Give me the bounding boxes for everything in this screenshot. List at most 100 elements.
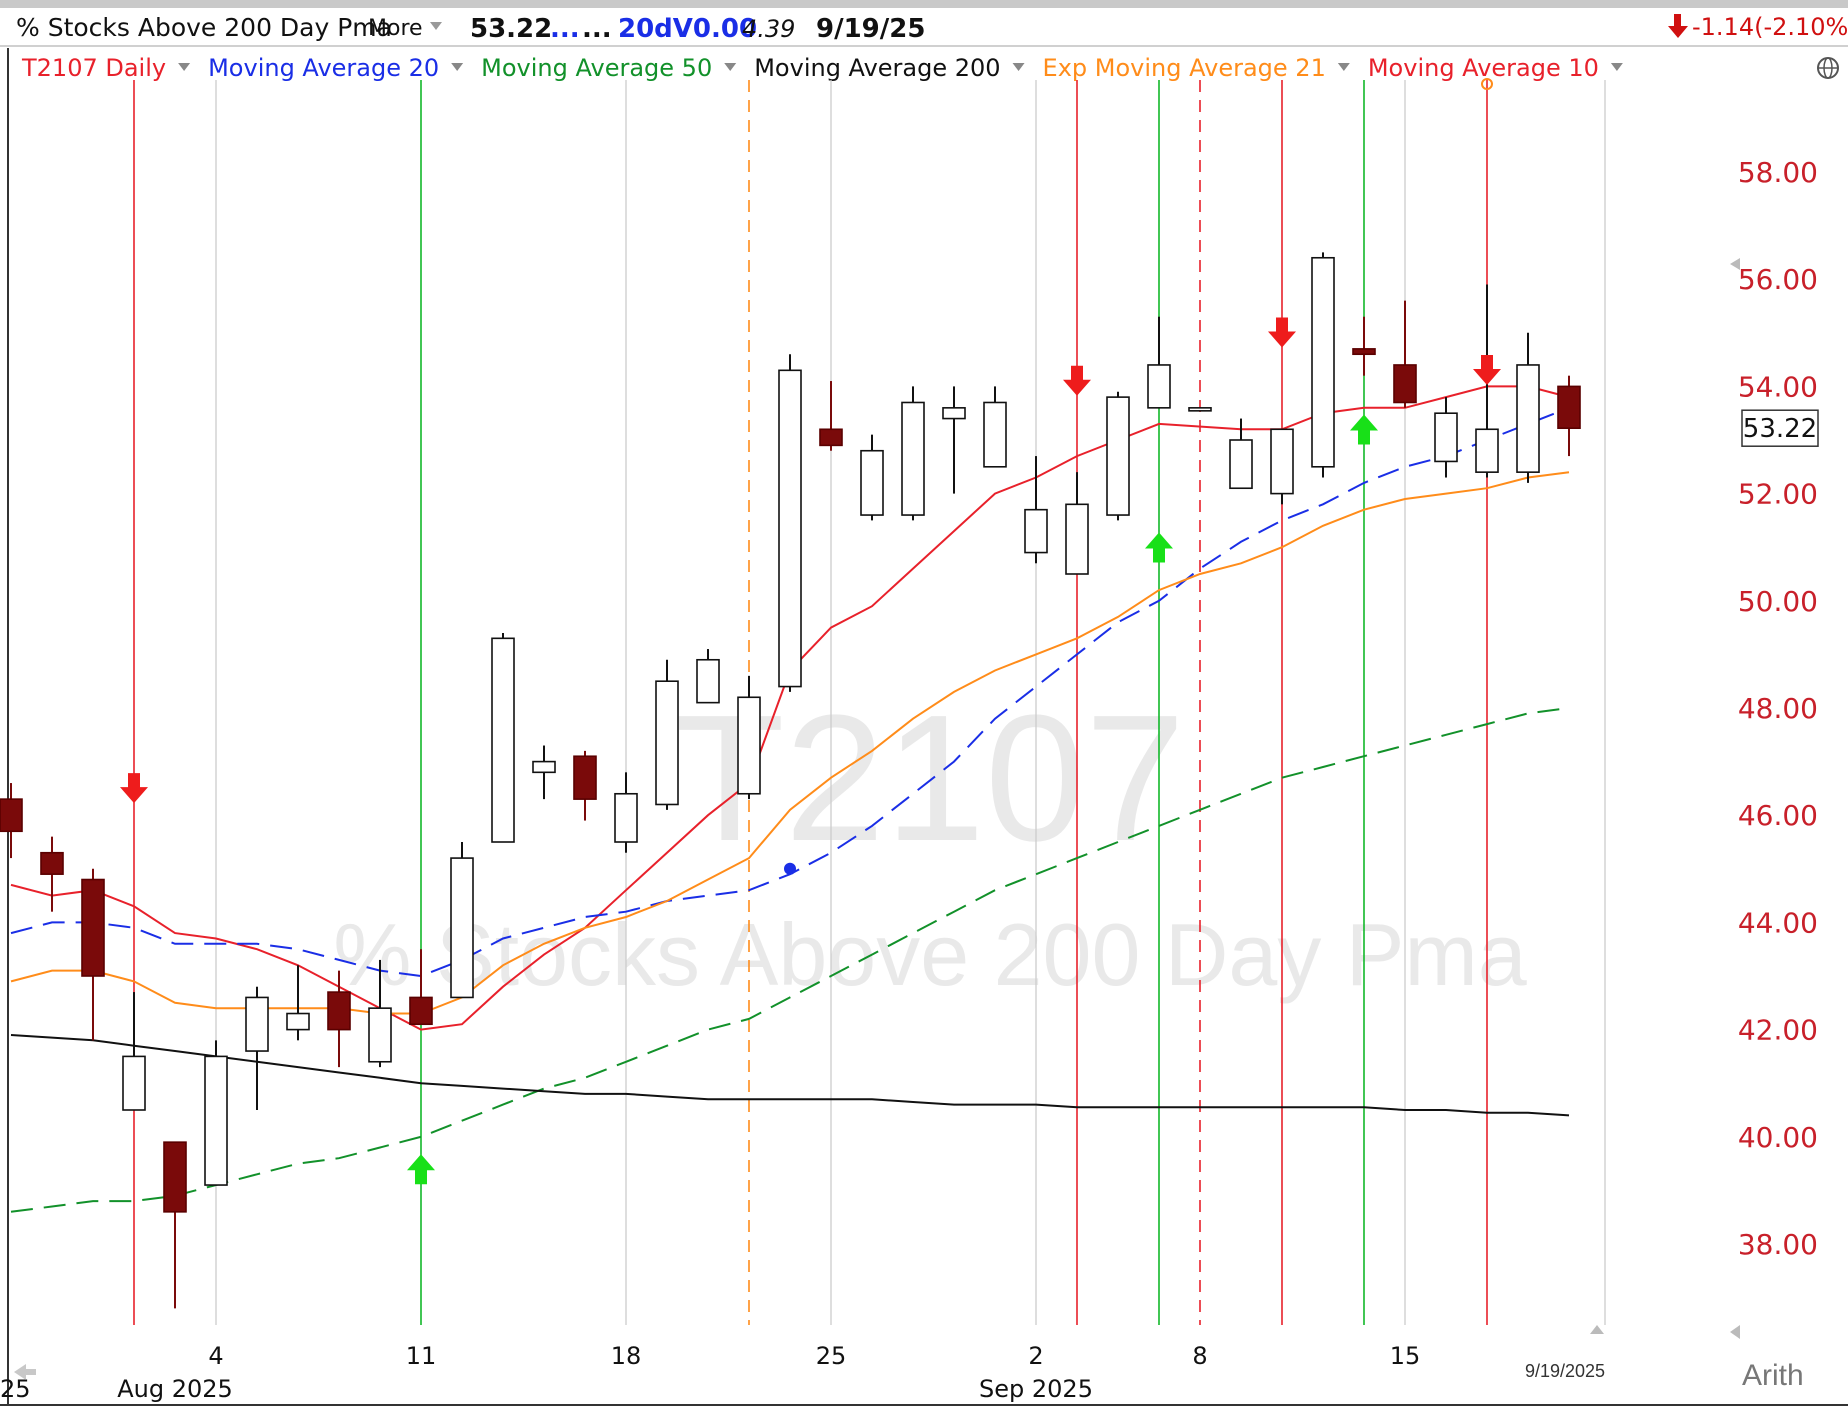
y-tick-label: 58.00: [1738, 156, 1818, 189]
orange-marker-circle: [1481, 78, 1493, 90]
legend-item-1[interactable]: Moving Average 20: [208, 54, 439, 82]
candle-body: [1516, 364, 1540, 473]
watermark-name: % Stocks Above 200 Day Pma: [333, 905, 1527, 1004]
candle-body: [122, 1055, 146, 1111]
window-top-edge: [0, 0, 1848, 8]
y-tick-label: 46.00: [1738, 799, 1818, 832]
y-tick-label: 50.00: [1738, 585, 1818, 618]
candle-body: [450, 857, 474, 999]
x-month-label: Aug 2025: [117, 1375, 233, 1403]
time-axis: 4 11 18 25 2 8 15 Aug 2025 Sep 2025 25: [0, 1342, 1420, 1403]
candle-body: [942, 407, 966, 420]
legend-dropdown-icon[interactable]: [451, 63, 464, 71]
header-background: [0, 8, 1848, 46]
globe-icon[interactable]: [1817, 57, 1839, 79]
y-tick-label: 54.00: [1738, 370, 1818, 403]
candle-body: [1434, 412, 1458, 463]
candle-body: [1270, 428, 1294, 495]
more-menu[interactable]: More: [368, 16, 423, 41]
axis-scroll-up-icon[interactable]: [1590, 1325, 1604, 1334]
scale-mode-label[interactable]: Arith: [1742, 1359, 1804, 1392]
ma-line-3: [10, 707, 1570, 1213]
legend-dropdown-icon[interactable]: [724, 63, 737, 71]
x-tick-label: 8: [1192, 1342, 1207, 1370]
y-tick-label: 52.00: [1738, 478, 1818, 511]
candle-body: [901, 401, 925, 516]
candle-body: [1352, 348, 1376, 356]
candle-body: [778, 369, 802, 688]
sell-arrow-icon: [1063, 365, 1091, 396]
x-tick-label: 25: [816, 1342, 847, 1370]
candle-body: [1311, 256, 1335, 468]
header-ellipsis-1: ...: [550, 14, 580, 44]
sell-arrow-icon: [1268, 317, 1296, 348]
legend-item-3[interactable]: Moving Average 200: [754, 54, 1000, 82]
sell-arrow-icon: [1473, 355, 1501, 386]
chart-title: % Stocks Above 200 Day Pma: [16, 13, 392, 42]
last-price-label: 53.22: [1743, 414, 1817, 444]
legend-item-0[interactable]: T2107 Daily: [21, 54, 166, 82]
candle-body: [204, 1055, 228, 1186]
ma-marker-dot: [784, 862, 796, 875]
ma-line-2: [10, 471, 1570, 1015]
candlesticks: [0, 252, 1581, 1309]
sell-arrow-icon: [120, 773, 148, 804]
axis-scroll-left-icon[interactable]: [1730, 258, 1740, 270]
swap-arrows-icon[interactable]: [14, 1364, 36, 1380]
extra-readout: 4.39: [742, 15, 795, 43]
candle-body: [163, 1141, 187, 1213]
legend-item-2[interactable]: Moving Average 50: [481, 54, 712, 82]
change-down-arrow-icon: [1668, 14, 1688, 38]
x-tick-label: 11: [406, 1342, 437, 1370]
candle-body: [491, 637, 515, 843]
header-bar: % Stocks Above 200 Day Pma More 53.22 ..…: [0, 0, 1848, 47]
more-dropdown-icon[interactable]: [430, 22, 442, 30]
indicator-legend: T2107 Daily Moving Average 20 Moving Avera…: [21, 54, 1623, 82]
candle-body: [696, 658, 720, 704]
header-ellipsis-2: ...: [582, 14, 612, 44]
legend-item-4[interactable]: Exp Moving Average 21: [1043, 54, 1326, 82]
legend-dropdown-icon[interactable]: [1012, 63, 1025, 71]
candle-body: [286, 1012, 310, 1031]
x-partial-label: 25: [0, 1375, 31, 1403]
candle-body: [368, 1007, 392, 1063]
y-tick-label: 40.00: [1738, 1121, 1818, 1154]
header-date: 9/19/25: [816, 14, 925, 44]
legend-item-5[interactable]: Moving Average 10: [1368, 54, 1599, 82]
candle-body: [81, 878, 105, 977]
candle-body: [573, 755, 597, 800]
candle-body: [40, 851, 64, 875]
candle-body: [1393, 364, 1417, 404]
legend-dropdown-icon[interactable]: [1610, 63, 1623, 71]
candle-body: [860, 449, 884, 516]
signal-arrows: [120, 317, 1501, 1185]
y-tick-label: 38.00: [1738, 1228, 1818, 1261]
candle-body: [983, 401, 1007, 468]
x-tick-label: 18: [611, 1342, 642, 1370]
candle-body: [409, 996, 433, 1026]
candle-body: [819, 428, 843, 447]
x-tick-label: 15: [1390, 1342, 1421, 1370]
candle-body: [327, 991, 351, 1031]
buy-arrow-icon: [1350, 414, 1378, 445]
axis-scroll-left-icon-2[interactable]: [1730, 1325, 1740, 1339]
candle-body: [655, 680, 679, 806]
change-readout: -1.14(-2.10%): [1692, 13, 1848, 41]
candle-body: [1188, 407, 1212, 412]
legend-dropdown-icon[interactable]: [178, 63, 191, 71]
legend-dropdown-icon[interactable]: [1337, 63, 1350, 71]
candle-body: [245, 996, 269, 1052]
y-tick-label: 44.00: [1738, 906, 1818, 939]
y-tick-label: 42.00: [1738, 1014, 1818, 1047]
candle-body: [1557, 385, 1581, 430]
candle-body: [1147, 364, 1171, 409]
vertical-markers: [133, 78, 1606, 1325]
y-tick-label: 48.00: [1738, 692, 1818, 725]
last-value: 53.22: [470, 14, 552, 44]
x-month-label: Sep 2025: [979, 1375, 1093, 1403]
candle-body: [737, 696, 761, 795]
candle-body: [614, 792, 638, 843]
candle-body: [1024, 508, 1048, 554]
y-tick-label: 56.00: [1738, 263, 1818, 296]
